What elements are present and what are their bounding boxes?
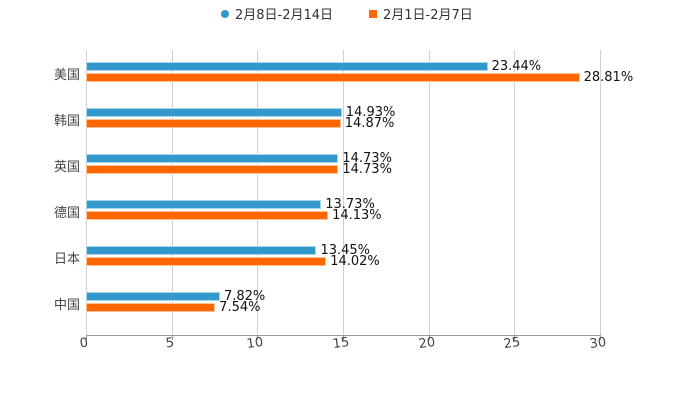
value-label: 14.73% [342,162,392,177]
gridline [86,50,87,335]
bar [86,73,580,82]
value-label: 13.73% [325,197,375,212]
gridline [171,50,173,335]
x-tick-label: 15 [331,334,351,353]
x-tick-label: 20 [417,334,436,353]
value-label: 14.93% [345,105,396,120]
legend-label: 2月8日-2月14日 [235,8,334,23]
legend-label: 2月1日-2月7日 [383,8,473,23]
gridline [257,50,259,335]
value-label: 14.87% [344,116,395,131]
legend-item-series-2[interactable]: 2月1日-2月7日 [369,4,473,23]
value-label: 7.54% [219,300,261,315]
axis-tick [600,335,601,340]
bar [86,257,327,266]
value-label: 23.44% [491,59,542,74]
category-label: 韩国 [53,114,80,129]
x-tick-label: 5 [164,335,175,352]
x-tick-label: 10 [246,334,265,353]
bar [86,62,488,71]
gridline [343,50,344,335]
category-label: 英国 [53,160,80,175]
bar [86,211,329,220]
axis-tick [428,335,430,340]
category-label: 德国 [53,206,80,221]
value-label: 13.45% [320,243,371,258]
x-tick-label: 30 [588,334,608,353]
x-axis [86,335,600,336]
x-tick-label: 0 [78,335,90,352]
bar [86,165,339,174]
axis-tick [257,335,259,340]
category-label: 日本 [53,252,80,267]
gridline [514,50,516,335]
value-label: 14.73% [342,151,392,166]
chart-legend: 2月8日-2月14日 2月1日-2月7日 [0,4,700,24]
gridline [600,50,601,335]
value-label: 28.81% [583,70,634,85]
legend-item-series-1[interactable]: 2月8日-2月14日 [221,4,333,23]
bar [86,246,317,255]
value-label: 14.13% [332,208,382,223]
bar [86,303,216,312]
axis-tick [343,335,344,340]
bar [86,200,322,209]
bar [86,108,342,117]
bar [86,292,220,301]
category-label: 美国 [53,68,80,83]
axis-tick [171,335,173,340]
legend-dot-icon [221,9,229,18]
value-label: 7.82% [223,289,266,304]
gridline [428,50,430,335]
bar [86,154,339,163]
category-label: 中国 [53,298,80,313]
x-tick-label: 25 [503,334,522,353]
value-label: 14.02% [330,254,380,269]
axis-tick [514,335,516,340]
axis-tick [86,335,87,340]
legend-square-icon [369,9,377,18]
bar [86,119,341,128]
